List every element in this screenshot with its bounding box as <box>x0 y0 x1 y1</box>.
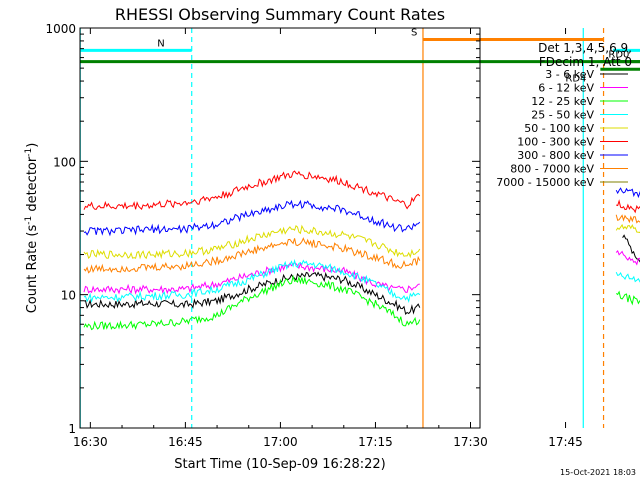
series-line-7-1 <box>615 214 640 224</box>
footer-timestamp: 15-Oct-2021 18:03 <box>560 468 636 477</box>
legend-label-7: 800 - 7000 keV <box>510 163 594 176</box>
series-line-0-1 <box>622 234 640 263</box>
series-line-6-0 <box>83 199 421 237</box>
series-line-3-0 <box>83 258 421 304</box>
y-tick-label-0: 1 <box>68 422 76 436</box>
y-axis-label-sup2: -1 <box>24 148 34 157</box>
status-band-label-4: RD4 <box>565 73 586 84</box>
x-tick-label-2: 17:00 <box>263 435 298 449</box>
legend-header-line-2: FDecim 1, Att 0 <box>539 55 632 69</box>
y-axis-label: Count Rate (s-1 detector-1) <box>24 143 40 314</box>
series-line-2-1 <box>615 290 640 306</box>
series-line-6-1 <box>615 187 640 199</box>
legend-label-5: 100 - 300 keV <box>517 136 594 149</box>
series-line-5-1 <box>616 199 640 214</box>
x-tick-label-3: 17:15 <box>358 435 393 449</box>
y-axis-label-main: Count Rate (s <box>25 225 40 314</box>
axis-ticks: 16:3016:4517:0017:1517:3017:4518:0011010… <box>45 22 583 449</box>
plot-frame <box>79 27 481 429</box>
status-band-label-2: S <box>411 27 417 38</box>
series-line-3-1 <box>615 271 640 283</box>
series-line-1-0 <box>83 262 420 295</box>
legend-label-3: 25 - 50 keV <box>531 109 594 122</box>
legend-label-2: 12 - 25 keV <box>531 95 594 108</box>
status-band-label-0: N <box>157 38 164 49</box>
y-axis-label-mid: detector <box>25 156 40 216</box>
series-line-4-1 <box>615 223 640 234</box>
legend-label-0: 3 - 6 keV <box>545 68 594 81</box>
series-line-0-0 <box>83 271 421 315</box>
series-line-2-0 <box>83 274 421 331</box>
legend-header-line-1: Det 1,3,4,5,6,9, <box>538 41 632 55</box>
x-axis-label: Start Time (10-Sep-09 16:28:22) <box>174 457 385 472</box>
y-axis-label-end: ) <box>25 143 40 148</box>
legend-label-6: 300 - 800 keV <box>517 149 594 162</box>
chart-title: RHESSI Observing Summary Count Rates <box>115 5 445 24</box>
y-tick-label-2: 100 <box>53 155 76 169</box>
legend: Det 1,3,4,5,6,9, FDecim 1, Att 0 3 - 6 k… <box>496 41 632 189</box>
x-tick-label-0: 16:30 <box>73 435 108 449</box>
legend-label-1: 6 - 12 keV <box>538 82 594 95</box>
legend-label-4: 50 - 100 keV <box>524 122 594 135</box>
series-line-1-1 <box>615 249 640 266</box>
series-line-7-0 <box>83 237 421 274</box>
x-tick-label-5: 17:45 <box>548 435 583 449</box>
y-tick-label-1: 10 <box>61 289 76 303</box>
plot-area: N S RD4 RD0 <box>79 27 640 428</box>
y-tick-label-3: 1000 <box>45 22 76 36</box>
x-tick-label-1: 16:45 <box>168 435 203 449</box>
series-line-5-0 <box>83 170 421 210</box>
x-tick-label-4: 17:30 <box>453 435 488 449</box>
y-axis-label-sup1: -1 <box>24 216 34 225</box>
status-band-label-5: RD0 <box>608 50 629 61</box>
legend-label-8: 7000 - 15000 keV <box>496 176 594 189</box>
series-line-4-0 <box>83 224 421 260</box>
